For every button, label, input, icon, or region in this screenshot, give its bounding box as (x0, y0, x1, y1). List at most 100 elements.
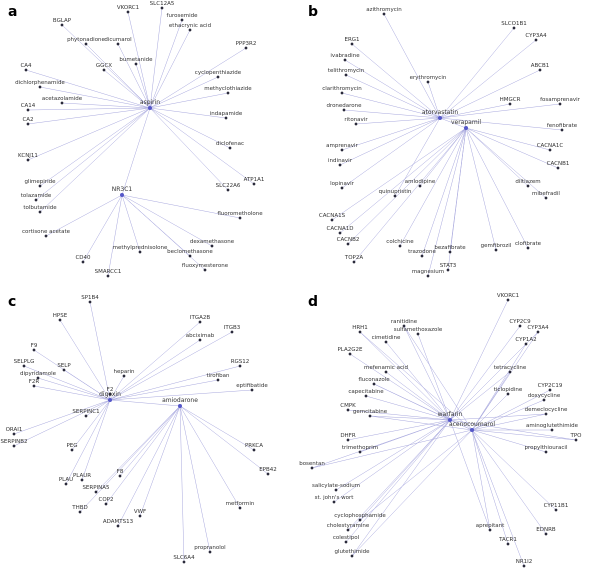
edge (71, 399, 111, 451)
node-label: gemfibrozil (481, 243, 512, 249)
node-label: CD40 (75, 255, 91, 261)
node-label: tetracycline (494, 365, 527, 371)
node-label: sulfamethoxazole (394, 327, 443, 333)
node-label: fluoxymesterone (182, 263, 229, 269)
edge (119, 405, 181, 477)
node (426, 274, 430, 278)
edge (345, 419, 451, 543)
edge (121, 194, 213, 247)
node-label: erythromycin (410, 75, 447, 81)
node-label: SLC6A4 (173, 555, 195, 561)
node-label: trazodone (408, 249, 436, 255)
node (138, 514, 142, 518)
node-label: ERG1 (344, 37, 359, 43)
node-label: F2 (107, 387, 114, 393)
node (216, 75, 220, 79)
node-label: acetazolamide (42, 96, 83, 102)
node-label: aminoglutethimide (526, 423, 579, 429)
edge (449, 371, 511, 421)
node-label: THBD (71, 505, 88, 511)
edge (139, 405, 181, 517)
hub-label: aspirin (140, 99, 160, 106)
node (60, 101, 64, 105)
node-label: COP2 (99, 497, 114, 503)
edge (27, 107, 151, 111)
panel-label: b (308, 4, 318, 20)
node-label: abciximab (186, 333, 215, 339)
hub-node (438, 116, 442, 120)
node-label: ITGA2B (190, 315, 211, 321)
hub-label: verapamil (451, 119, 481, 126)
node (210, 244, 214, 248)
node-label: trimethoprim (342, 445, 378, 451)
edge (82, 194, 123, 263)
edge (471, 389, 551, 431)
node-label: doxycycline (528, 393, 561, 399)
node-label: CYP2C19 (538, 383, 563, 389)
edge (417, 333, 451, 421)
edge (331, 127, 467, 221)
edge (117, 43, 151, 109)
node-label: PRKCA (245, 443, 263, 449)
node-label: fluconazole (358, 377, 390, 383)
edge (149, 107, 231, 149)
edge (403, 325, 473, 431)
edge (353, 127, 467, 263)
edge (439, 103, 561, 119)
edge (341, 117, 441, 151)
edge (439, 69, 541, 119)
node-label: fosamprenavir (540, 97, 581, 103)
node (203, 268, 207, 272)
edge (149, 29, 191, 109)
panel: b azithromycin erythromycin ERG1 ivabradine t… (308, 4, 581, 278)
node-label: cyclopenthiazide (195, 70, 242, 76)
node-label: RGS12 (231, 359, 250, 365)
node-label: capecitabine (348, 389, 384, 395)
edge (79, 405, 181, 513)
node-label: bezafibrate (434, 245, 466, 251)
edge (399, 127, 467, 247)
node-label: VKORC1 (497, 293, 519, 299)
edge (149, 107, 229, 191)
node-label: tolbutamide (23, 205, 57, 211)
node-label: heparin (113, 369, 135, 375)
node-label: SERPINB2 (0, 439, 27, 445)
edge (341, 92, 441, 119)
node-label: VKORC1 (117, 5, 139, 11)
node-label: ADAMTS13 (103, 519, 134, 525)
edge (449, 299, 509, 421)
node-label: CA2 (22, 117, 33, 123)
node (228, 146, 232, 150)
edge (349, 353, 451, 421)
edge (333, 419, 451, 503)
edge (439, 27, 515, 119)
hub-label: atorvastatin (422, 109, 459, 116)
node (244, 46, 248, 50)
edge (311, 419, 451, 469)
edge (347, 419, 451, 441)
node-label: diltiazem (515, 179, 540, 185)
node-label: telithromycin (328, 68, 365, 74)
edge (61, 24, 151, 109)
node (544, 412, 548, 416)
edge (403, 325, 451, 421)
edge (121, 194, 241, 219)
node (138, 250, 142, 254)
edge (427, 127, 467, 277)
hub-node (108, 398, 112, 402)
node (526, 246, 530, 250)
node (536, 330, 540, 334)
edge (359, 419, 451, 521)
node-label: st. john's wort (315, 495, 355, 501)
node-label: phytonadione (67, 37, 105, 43)
edge (471, 399, 545, 431)
node (358, 518, 362, 522)
edge (449, 331, 539, 421)
node-label: furosemide (167, 13, 199, 19)
edge (439, 117, 467, 129)
node-label: diclofenac (216, 141, 244, 147)
node (506, 542, 510, 546)
node-label: quinupristin (379, 189, 412, 195)
